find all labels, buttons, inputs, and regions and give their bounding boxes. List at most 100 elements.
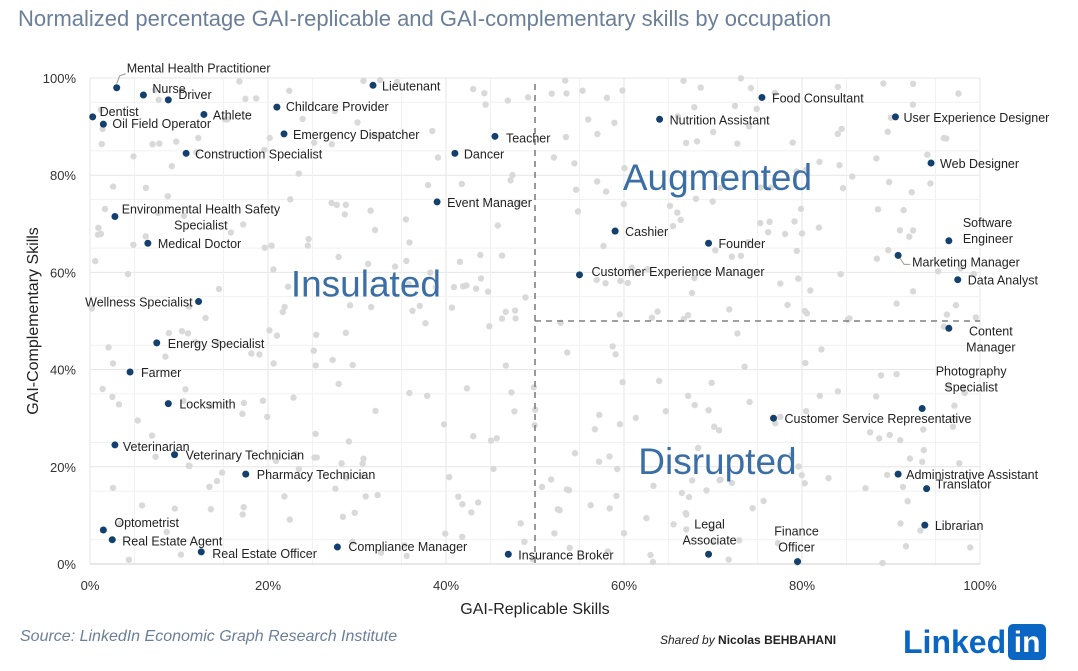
point-label: Content Manager	[966, 324, 1015, 354]
background-point	[502, 362, 509, 369]
background-point	[173, 138, 180, 145]
shared-name: Nicolas BEHBAHANI	[718, 633, 837, 647]
background-point	[312, 430, 319, 437]
y-tick-label: 20%	[50, 460, 76, 475]
highlighted-point	[195, 298, 203, 306]
point-label: User Experience Designer	[903, 111, 1049, 125]
y-axis-title: GAI-Complementary Skills	[25, 227, 42, 415]
background-point	[115, 401, 123, 408]
background-point	[708, 525, 715, 532]
y-tick-label: 40%	[50, 363, 76, 378]
background-point	[362, 493, 369, 500]
background-point	[432, 284, 439, 291]
background-point	[632, 414, 639, 422]
background-point	[313, 331, 320, 338]
background-point	[628, 264, 635, 271]
background-point	[522, 294, 529, 301]
highlighted-point	[197, 548, 205, 556]
background-point	[927, 180, 934, 187]
background-point	[943, 311, 951, 318]
background-point	[517, 520, 524, 527]
background-point	[955, 90, 962, 97]
background-point	[767, 184, 775, 191]
background-point	[516, 199, 523, 207]
background-point	[620, 530, 628, 537]
background-point	[873, 393, 880, 400]
background-point	[606, 453, 613, 460]
background-point	[692, 195, 700, 202]
background-point	[556, 507, 563, 514]
highlighted-point	[111, 213, 119, 221]
background-point	[587, 502, 594, 509]
highlighted-point	[280, 130, 288, 138]
background-point	[620, 200, 627, 208]
background-point	[368, 303, 375, 311]
scatter-chart: 0% 20% 40% 60% 80% 100% 0% 20% 40% 60% 80% 100% Ins…	[25, 62, 1049, 618]
background-point	[884, 128, 891, 135]
background-point	[195, 134, 202, 142]
background-point	[351, 509, 358, 516]
background-point	[906, 233, 913, 240]
background-point	[287, 196, 294, 203]
background-point	[781, 230, 789, 238]
background-point	[774, 540, 782, 547]
background-point	[236, 78, 243, 85]
background-point	[270, 360, 277, 367]
background-point	[192, 338, 199, 346]
background-point	[290, 394, 297, 401]
background-point	[574, 208, 582, 215]
point-label: Legal Associate	[682, 517, 736, 547]
background-point	[886, 178, 893, 186]
point-label: Nurse	[152, 82, 185, 96]
highlighted-point	[139, 91, 147, 99]
point-label: Locksmith	[179, 398, 235, 412]
background-point	[737, 252, 745, 260]
highlighted-point	[99, 120, 107, 128]
background-point	[284, 283, 292, 290]
background-point	[674, 456, 681, 463]
background-point	[341, 211, 348, 218]
background-point	[481, 90, 488, 97]
background-point	[547, 476, 555, 483]
background-point	[572, 186, 580, 193]
background-point	[370, 131, 378, 139]
highlighted-point	[126, 368, 134, 376]
background-point	[765, 229, 772, 236]
background-point	[403, 552, 410, 560]
background-point	[886, 431, 893, 439]
background-point	[757, 219, 764, 227]
background-point	[266, 327, 273, 334]
logo-text: Linked	[903, 624, 1007, 660]
background-point	[662, 408, 669, 415]
background-point	[715, 427, 723, 434]
background-point	[879, 559, 886, 567]
background-point	[261, 244, 268, 251]
highlighted-point	[927, 159, 935, 167]
background-point	[109, 183, 117, 190]
background-point	[961, 389, 968, 397]
background-point	[571, 450, 579, 457]
background-point	[924, 151, 931, 158]
background-point	[339, 513, 347, 520]
background-point	[511, 408, 518, 415]
highlighted-point	[111, 441, 119, 449]
highlighted-point	[945, 324, 953, 332]
background-point	[504, 97, 511, 104]
background-point	[604, 548, 612, 555]
background-point	[789, 139, 796, 146]
background-point	[493, 435, 500, 442]
highlighted-point	[770, 414, 778, 422]
highlighted-point	[433, 198, 441, 206]
background-point	[281, 493, 288, 500]
y-tick-label: 80%	[50, 168, 76, 183]
background-point	[509, 171, 516, 179]
background-point	[834, 130, 841, 137]
linkedin-logo: Linked in	[903, 624, 1047, 660]
background-point	[393, 78, 401, 86]
background-point	[424, 181, 432, 189]
background-point	[502, 308, 509, 315]
background-point	[836, 162, 843, 169]
leader-line	[899, 258, 911, 265]
background-point	[142, 233, 149, 240]
